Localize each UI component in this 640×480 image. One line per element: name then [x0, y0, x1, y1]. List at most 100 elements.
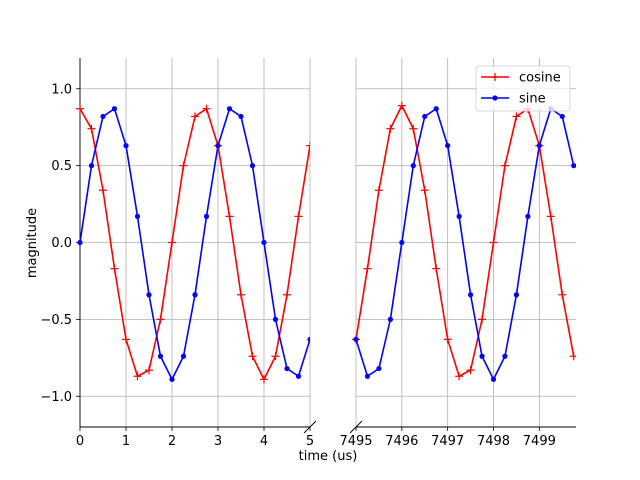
series-line-cosine: [79, 107, 310, 381]
data-point-cosine: [489, 238, 498, 247]
data-point-cosine: [409, 124, 418, 133]
data-point-sine: [536, 143, 542, 149]
data-point-sine: [559, 113, 565, 120]
data-point-sine: [146, 292, 152, 298]
data-point-cosine: [237, 290, 245, 299]
data-point-sine: [111, 106, 118, 112]
data-point-cosine: [271, 352, 280, 361]
x-tick-label: 7495: [339, 434, 372, 449]
data-point-sine: [203, 213, 210, 219]
x-axis-label: time (us): [299, 449, 358, 464]
data-point-sine: [284, 365, 290, 372]
data-point-sine: [123, 143, 129, 149]
data-point-cosine: [512, 112, 521, 121]
data-point-cosine: [202, 104, 211, 113]
data-point-sine: [410, 163, 416, 169]
data-point-cosine: [87, 124, 96, 133]
data-point-cosine: [260, 375, 268, 384]
data-point-cosine: [569, 352, 576, 361]
y-tick-label: −1.0: [40, 390, 72, 405]
legend-label-sine: sine: [519, 92, 546, 107]
data-point-cosine: [500, 161, 509, 170]
data-point-cosine: [248, 352, 257, 361]
data-point-cosine: [478, 315, 487, 324]
data-point-cosine: [110, 264, 119, 273]
data-point-cosine: [191, 112, 199, 121]
data-point-sine: [445, 143, 451, 149]
series-sine-panel: [353, 106, 576, 382]
data-point-sine: [169, 376, 175, 382]
data-point-sine: [238, 113, 244, 120]
data-point-cosine: [179, 161, 188, 170]
legend-label-cosine: cosine: [519, 71, 561, 86]
data-point-sine: [433, 106, 439, 112]
axis-break-mark-right: [349, 420, 363, 434]
data-point-sine: [399, 239, 405, 246]
x-tick-label: 7497: [431, 434, 464, 449]
data-point-cosine: [294, 212, 303, 221]
data-point-cosine: [546, 212, 555, 221]
data-point-sine: [513, 292, 520, 298]
data-point-cosine: [168, 238, 176, 247]
data-point-cosine: [443, 335, 452, 344]
data-point-sine: [134, 213, 141, 219]
series-layer: [76, 101, 576, 384]
data-point-sine: [525, 213, 531, 219]
data-point-sine: [490, 376, 497, 382]
y-tick-label: 1.0: [51, 82, 72, 97]
x-tick-label: 0: [76, 434, 84, 449]
data-point-sine: [180, 353, 187, 359]
data-point-cosine: [76, 104, 84, 113]
data-point-cosine: [122, 335, 130, 344]
data-point-cosine: [306, 141, 310, 150]
data-point-sine: [307, 336, 310, 342]
x-tick-label: 7499: [523, 434, 556, 449]
data-point-sine: [249, 163, 256, 169]
axes: [76, 58, 576, 434]
axis-break-mark-left: [303, 420, 317, 434]
data-point-sine: [88, 163, 95, 169]
data-point-sine: [376, 365, 382, 372]
data-point-sine: [100, 113, 106, 120]
data-point-cosine: [558, 290, 567, 299]
data-point-sine: [77, 239, 83, 246]
data-point-cosine: [455, 372, 464, 381]
data-point-sine: [295, 373, 302, 379]
data-point-sine: [226, 106, 233, 112]
data-point-sine: [467, 292, 474, 298]
series-sine-panel: [77, 106, 310, 382]
data-point-cosine: [145, 366, 153, 375]
x-tick-label: 7496: [385, 434, 418, 449]
series-cosine-panel: [76, 104, 310, 384]
x-tick-label: 7498: [477, 434, 510, 449]
data-point-cosine: [156, 315, 165, 324]
data-point-sine: [261, 239, 267, 246]
x-tick-label: 3: [214, 434, 222, 449]
y-axis-label: magnitude: [25, 208, 40, 278]
series-line-cosine: [355, 104, 575, 378]
x-tick-label: 4: [260, 434, 268, 449]
data-point-cosine: [420, 186, 429, 195]
data-point-sine: [157, 353, 164, 359]
x-tick-label: 1: [122, 434, 130, 449]
data-point-cosine: [283, 290, 291, 299]
data-point-sine: [215, 143, 221, 149]
data-point-cosine: [363, 264, 372, 273]
x-tick-label: 2: [168, 434, 176, 449]
data-point-sine: [502, 353, 508, 359]
data-point-cosine: [133, 372, 142, 381]
data-point-sine: [456, 213, 462, 219]
y-tick-label: −0.5: [40, 313, 72, 328]
data-point-cosine: [99, 186, 107, 195]
data-point-sine: [353, 336, 359, 342]
series-line-sine: [355, 107, 575, 381]
data-point-cosine: [466, 366, 475, 375]
data-point-cosine: [386, 124, 395, 133]
legend-marker-sine: [492, 95, 498, 101]
data-point-cosine: [374, 186, 383, 195]
series-line-sine: [79, 107, 310, 381]
tick-labels: 0 1 2 3 4 5 7495 7496 7497 7498 7499 −1.0 −0.5 0.0 0.5…: [40, 82, 555, 449]
x-tick-label: 5: [306, 434, 314, 449]
data-point-cosine: [225, 212, 234, 221]
